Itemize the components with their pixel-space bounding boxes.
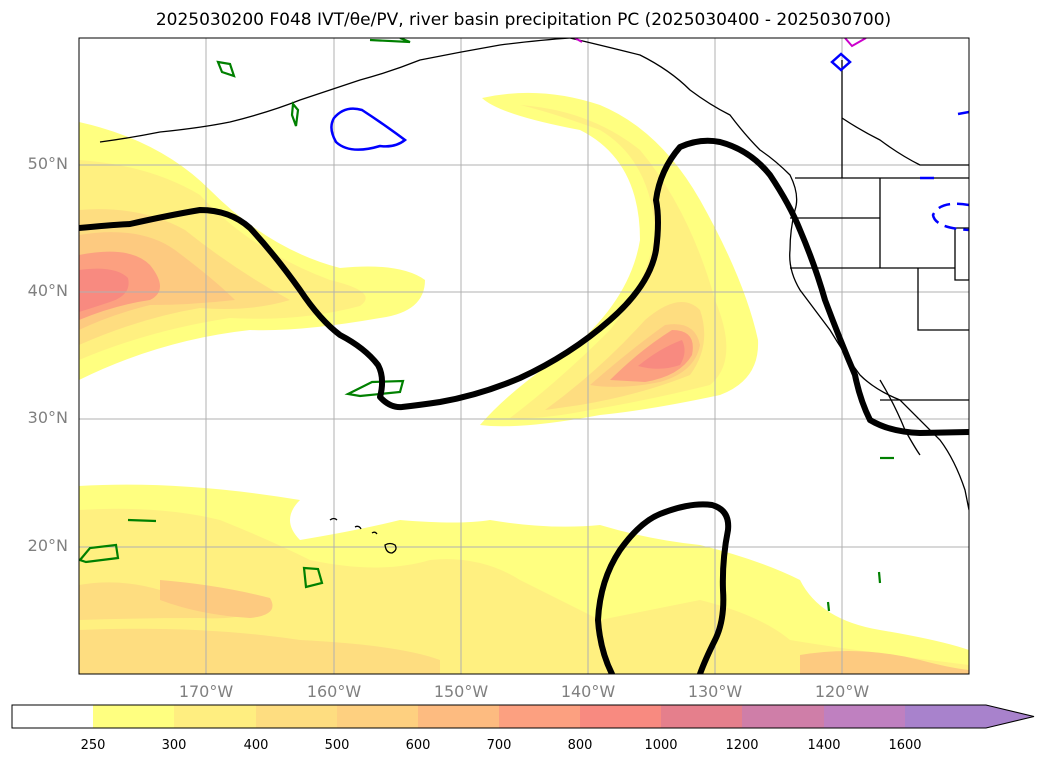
lat-label-30n: 30°N [27,408,68,427]
lon-label-160w: 160°W [306,682,362,701]
colorbar [11,704,1035,729]
lon-label-130w: 130°W [687,682,743,701]
lat-label-50n: 50°N [27,154,68,173]
lat-label-20n: 20°N [27,536,68,555]
map-plot-area [79,38,969,674]
colorbar-tick-250: 250 [80,738,106,753]
lon-label-140w: 140°W [560,682,616,701]
colorbar-tick-1200: 1200 [725,738,759,753]
ivt-shading-central-plume [480,92,759,427]
map-frame [78,37,970,675]
lon-label-170w: 170°W [178,682,234,701]
colorbar-tick-1600: 1600 [888,738,922,753]
lat-label-40n: 40°N [27,281,68,300]
lon-label-150w: 150°W [433,682,489,701]
colorbar-tick-600: 600 [405,738,431,753]
colorbar-tick-1000: 1000 [644,738,678,753]
lon-label-120w: 120°W [814,682,870,701]
pv-contours [79,38,894,612]
colorbar-tick-400: 400 [243,738,269,753]
colorbar-tick-800: 800 [567,738,593,753]
colorbar-tick-1400: 1400 [807,738,841,753]
thick-contours [79,137,969,674]
colorbar-tick-300: 300 [161,738,187,753]
theta-e-contours [330,52,969,232]
colorbar-tick-500: 500 [324,738,350,753]
colorbar-tick-700: 700 [486,738,512,753]
ivt-shading-west-plume [79,122,425,380]
magenta-contours [574,38,867,48]
map-title: 2025030200 F048 IVT/θe/PV, river basin p… [155,10,892,30]
